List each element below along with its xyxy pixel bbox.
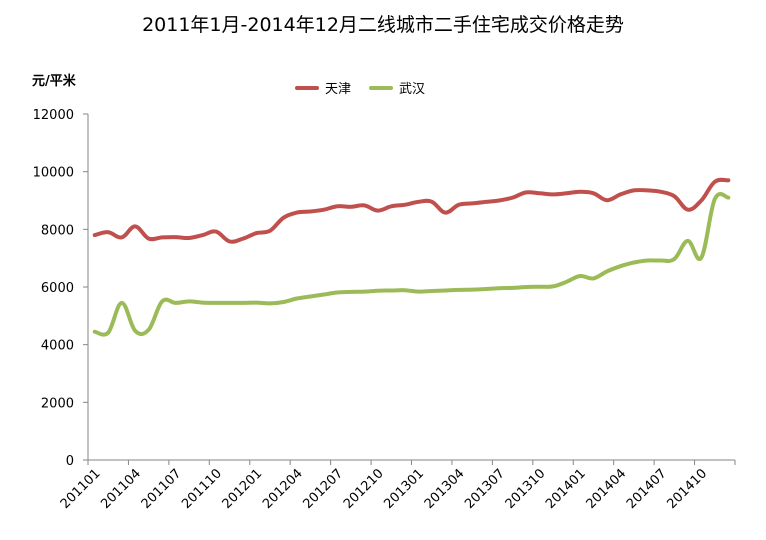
x-tick-label: 201404	[584, 466, 630, 512]
chart-title: 2011年1月-2014年12月二线城市二手住宅成交价格走势	[142, 14, 624, 36]
y-tick-label: 0	[66, 454, 74, 469]
y-tick-label: 4000	[41, 339, 74, 354]
y-tick-label: 2000	[41, 396, 74, 411]
y-tick-label: 12000	[33, 108, 74, 123]
y-tick-label: 10000	[33, 166, 74, 181]
legend-label-wuhan: 武汉	[399, 82, 426, 97]
x-tick-label: 201204	[260, 466, 306, 512]
x-tick-label: 201101	[58, 466, 104, 512]
x-tick-label: 201104	[98, 466, 144, 512]
x-tick-label: 201310	[503, 466, 549, 512]
x-tick-label: 201110	[179, 466, 225, 512]
x-tick-label: 201410	[664, 466, 710, 512]
x-tick-label: 201207	[300, 466, 346, 512]
series-line-wuhan	[92, 191, 731, 337]
x-tick-label: 201107	[139, 466, 185, 512]
series-line-tianjin	[92, 177, 731, 244]
x-tick-label: 201401	[543, 466, 589, 512]
y-tick-label: 6000	[41, 281, 74, 296]
x-tick-label: 201304	[422, 466, 468, 512]
legend-item-wuhan: 武汉	[369, 78, 425, 97]
legend-swatch-wuhan	[369, 85, 394, 90]
x-tick-label: 201301	[381, 466, 427, 512]
legend-item-tianjin: 天津	[295, 78, 351, 97]
x-tick-label: 201407	[624, 466, 670, 512]
y-axis-unit-label: 元/平米	[32, 74, 76, 89]
legend: 天津 武汉	[295, 78, 425, 97]
legend-swatch-tianjin	[295, 85, 319, 90]
x-tick-label: 201210	[341, 466, 387, 512]
x-tick-label: 201201	[220, 466, 266, 512]
y-tick-label: 8000	[41, 223, 74, 238]
legend-label-tianjin: 天津	[325, 82, 352, 97]
x-tick-label: 201307	[462, 466, 508, 512]
